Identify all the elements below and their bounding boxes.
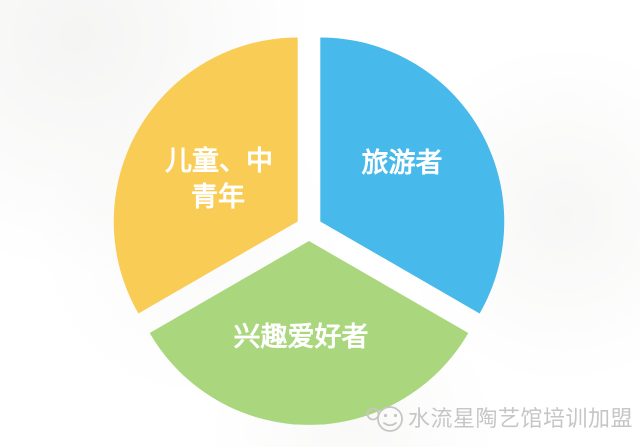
pie-label-children-youth-line2: 青年	[191, 181, 245, 213]
pie-label-children-youth-line1: 儿童、中	[165, 145, 273, 177]
pie-label-hobbyists: 兴趣爱好者	[234, 322, 369, 353]
watermark-text: 水流星陶艺馆培训加盟	[408, 407, 633, 432]
pie-slice-hobbyists	[149, 241, 469, 425]
watermark-logo-icon	[366, 406, 403, 432]
pie-slice-tourists	[320, 37, 505, 314]
pie-slice-children-youth	[113, 37, 298, 314]
pie-label-tourists: 旅游者	[362, 147, 443, 179]
watermark: 水流星陶艺馆培训加盟	[366, 406, 633, 432]
